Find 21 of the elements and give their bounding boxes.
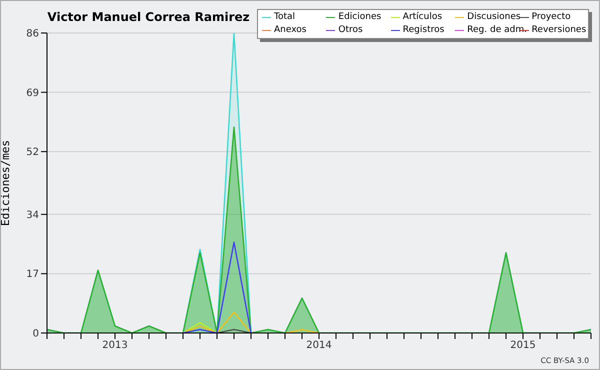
legend-label: Ediciones bbox=[338, 11, 382, 24]
legend-label: Reversiones bbox=[532, 24, 586, 37]
y-tick-label: 34 bbox=[26, 210, 39, 221]
y-tick-label: 86 bbox=[26, 28, 39, 40]
x-tick-label: 2013 bbox=[102, 340, 128, 352]
legend-label: Anexos bbox=[274, 24, 306, 37]
legend-label: Discusiones bbox=[467, 11, 521, 24]
y-tick-label: 17 bbox=[26, 269, 39, 280]
legend-label: Artículos bbox=[402, 11, 442, 24]
y-axis-title: Ediciones/mes bbox=[0, 140, 12, 226]
legend-label: Proyecto bbox=[532, 11, 571, 24]
y-tick-label: 0 bbox=[32, 328, 39, 340]
y-tick-label: 52 bbox=[26, 147, 39, 158]
legend-label: Total bbox=[274, 11, 296, 24]
legend-label: Reg. de adm. bbox=[467, 24, 527, 37]
legend-label: Otros bbox=[338, 24, 363, 37]
legend-label: Registros bbox=[402, 24, 444, 37]
x-tick-label: 2014 bbox=[306, 340, 332, 352]
y-tick-label: 69 bbox=[26, 88, 39, 99]
chart-title: Victor Manuel Correa Ramirez bbox=[46, 10, 251, 24]
x-tick-label: 2015 bbox=[510, 340, 536, 352]
